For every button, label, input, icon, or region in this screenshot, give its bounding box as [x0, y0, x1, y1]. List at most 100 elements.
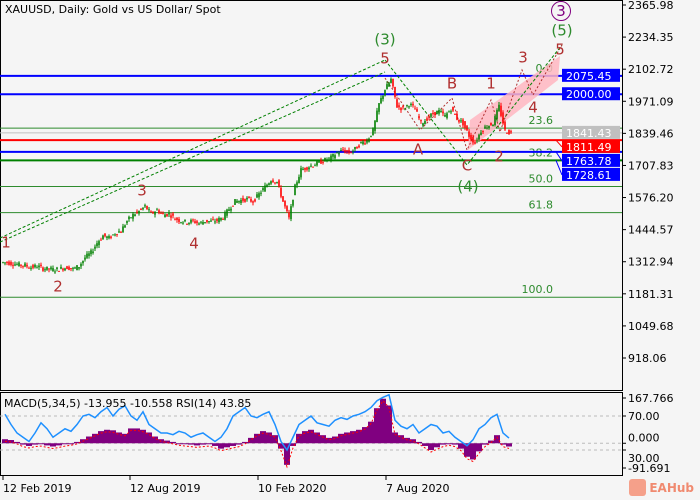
candle-body — [446, 113, 448, 118]
candle-body — [128, 216, 130, 220]
macd-histogram-bar — [428, 443, 434, 451]
candle-body — [438, 109, 440, 114]
candle-body — [84, 257, 86, 260]
candle-body — [412, 103, 414, 106]
trendline-dashed — [0, 59, 386, 239]
wave-path-green — [384, 44, 563, 166]
candle-body — [286, 206, 288, 212]
candle-body — [216, 219, 218, 221]
macd-histogram-bar — [386, 405, 392, 444]
macd-histogram-bar — [332, 436, 338, 444]
candle-body — [484, 126, 486, 129]
candle-body — [356, 146, 358, 149]
candle-body — [388, 82, 390, 87]
candle-body — [34, 264, 36, 268]
macd-histogram-bar — [290, 443, 296, 446]
candle-body — [212, 219, 214, 221]
candle-body — [486, 127, 488, 129]
y-tick-label: 1839.46 — [628, 127, 674, 140]
candle-body — [204, 222, 206, 224]
candle-body — [498, 104, 500, 112]
candle-body — [420, 120, 422, 122]
candle-body — [380, 98, 382, 104]
macd-histogram-bar — [308, 429, 314, 444]
candle-body — [254, 199, 256, 202]
macd-histogram-bar — [206, 443, 212, 445]
candle-body — [132, 213, 134, 219]
candle-body — [464, 121, 466, 128]
candle-body — [218, 218, 220, 223]
candle-body — [506, 132, 508, 134]
candle-body — [76, 265, 78, 271]
candle-body — [250, 199, 252, 202]
wave-label-sub1: 1 — [486, 74, 496, 93]
candle-body — [326, 159, 328, 161]
candle-body — [504, 121, 506, 130]
candle-body — [494, 116, 496, 126]
candle-body — [336, 152, 338, 154]
macd-histogram-bar — [230, 443, 236, 446]
macd-histogram-bar — [416, 441, 422, 444]
indicator-label: MACD(5,34,5) -13.955 -10.558 RSI(14) 43.… — [4, 397, 252, 410]
y-tick-label: 1707.83 — [628, 159, 674, 172]
candle-body — [6, 262, 8, 264]
price-label: 2075.45 — [566, 70, 612, 83]
candle-body — [444, 114, 446, 117]
candle-body — [256, 194, 258, 198]
price-label-connector — [555, 139, 563, 148]
candle-body — [292, 199, 294, 206]
candle-body — [100, 239, 102, 241]
candle-body — [440, 111, 442, 113]
candle-body — [110, 236, 112, 239]
candle-body — [112, 234, 114, 236]
candle-body — [196, 221, 198, 223]
indicator-y-tick-label: 0.000 — [628, 431, 660, 444]
macd-histogram-bar — [194, 443, 200, 446]
macd-histogram-bar — [398, 435, 404, 444]
candle-body — [138, 210, 140, 214]
candle-body — [268, 183, 270, 186]
candle-body — [368, 138, 370, 142]
candle-body — [480, 132, 482, 135]
candle-body — [44, 269, 46, 271]
candle-body — [430, 113, 432, 117]
candle-body — [80, 263, 82, 267]
candle-body — [220, 217, 222, 221]
y-tick-label: 1971.09 — [628, 95, 674, 108]
candle-body — [28, 267, 30, 269]
wave-label-3-sub5: 5 — [380, 49, 390, 68]
candle-body — [482, 130, 484, 132]
wave-label-5: (5) — [551, 21, 573, 40]
candle-body — [394, 86, 396, 97]
candle-body — [426, 118, 428, 121]
macd-histogram-bar — [338, 433, 344, 444]
macd-histogram-bar — [224, 443, 230, 448]
candle-body — [324, 157, 326, 162]
candle-body — [492, 124, 494, 127]
candle-body — [224, 212, 226, 220]
candle-body — [410, 104, 412, 106]
macd-histogram-bar — [140, 429, 146, 444]
candle-body — [298, 176, 300, 184]
candle-body — [102, 235, 104, 240]
candle-body — [322, 162, 324, 164]
macd-signal-line — [4, 399, 510, 469]
macd-histogram-bar — [464, 443, 470, 457]
macd-histogram-bar — [8, 440, 14, 444]
price-label: 1763.78 — [566, 155, 612, 168]
candle-body — [340, 149, 342, 151]
candle-body — [82, 260, 84, 264]
candle-body — [490, 122, 492, 126]
candle-body — [468, 131, 470, 137]
wave-label-start2: 2 — [53, 277, 63, 296]
macd-histogram-bar — [392, 432, 398, 444]
macd-histogram-bar — [314, 432, 320, 444]
macd-histogram-bar — [476, 443, 482, 452]
macd-histogram-bar — [74, 441, 80, 444]
candle-body — [404, 108, 406, 110]
macd-histogram-bar — [404, 437, 410, 444]
y-tick-label: 1181.31 — [628, 288, 674, 301]
y-tick-label: 1576.20 — [628, 192, 674, 205]
candle-body — [8, 261, 10, 265]
candle-body — [210, 220, 212, 222]
